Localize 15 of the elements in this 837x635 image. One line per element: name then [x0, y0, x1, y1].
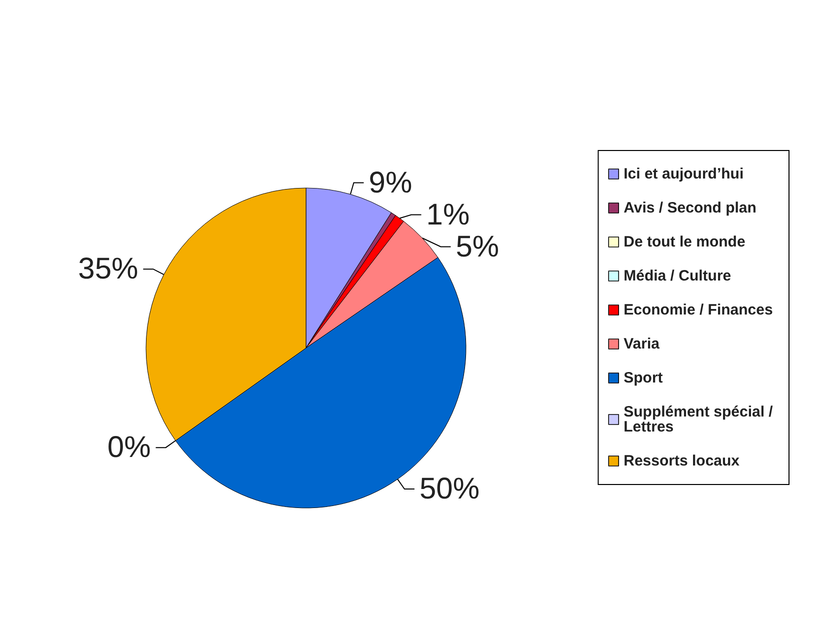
data-label: 1% [426, 198, 470, 232]
legend-label: Varia [624, 336, 660, 352]
legend-label: De tout le monde [624, 234, 746, 250]
data-label: 50% [419, 472, 480, 506]
legend-label: Sport [624, 370, 663, 386]
legend-label: Ressorts locaux [624, 452, 740, 470]
legend-label: Ici et aujourd’hui [624, 166, 744, 182]
legend-label: Avis / Second plan [624, 200, 756, 216]
data-label: 9% [368, 166, 412, 200]
legend-label: Média / Culture [624, 268, 732, 284]
data-label: 5% [456, 230, 500, 264]
data-label: 35% [78, 252, 138, 286]
legend-label: Supplément spécial / Lettres [624, 404, 778, 436]
legend-label: Economie / Finances [624, 302, 773, 318]
text: 0% [107, 431, 151, 464]
